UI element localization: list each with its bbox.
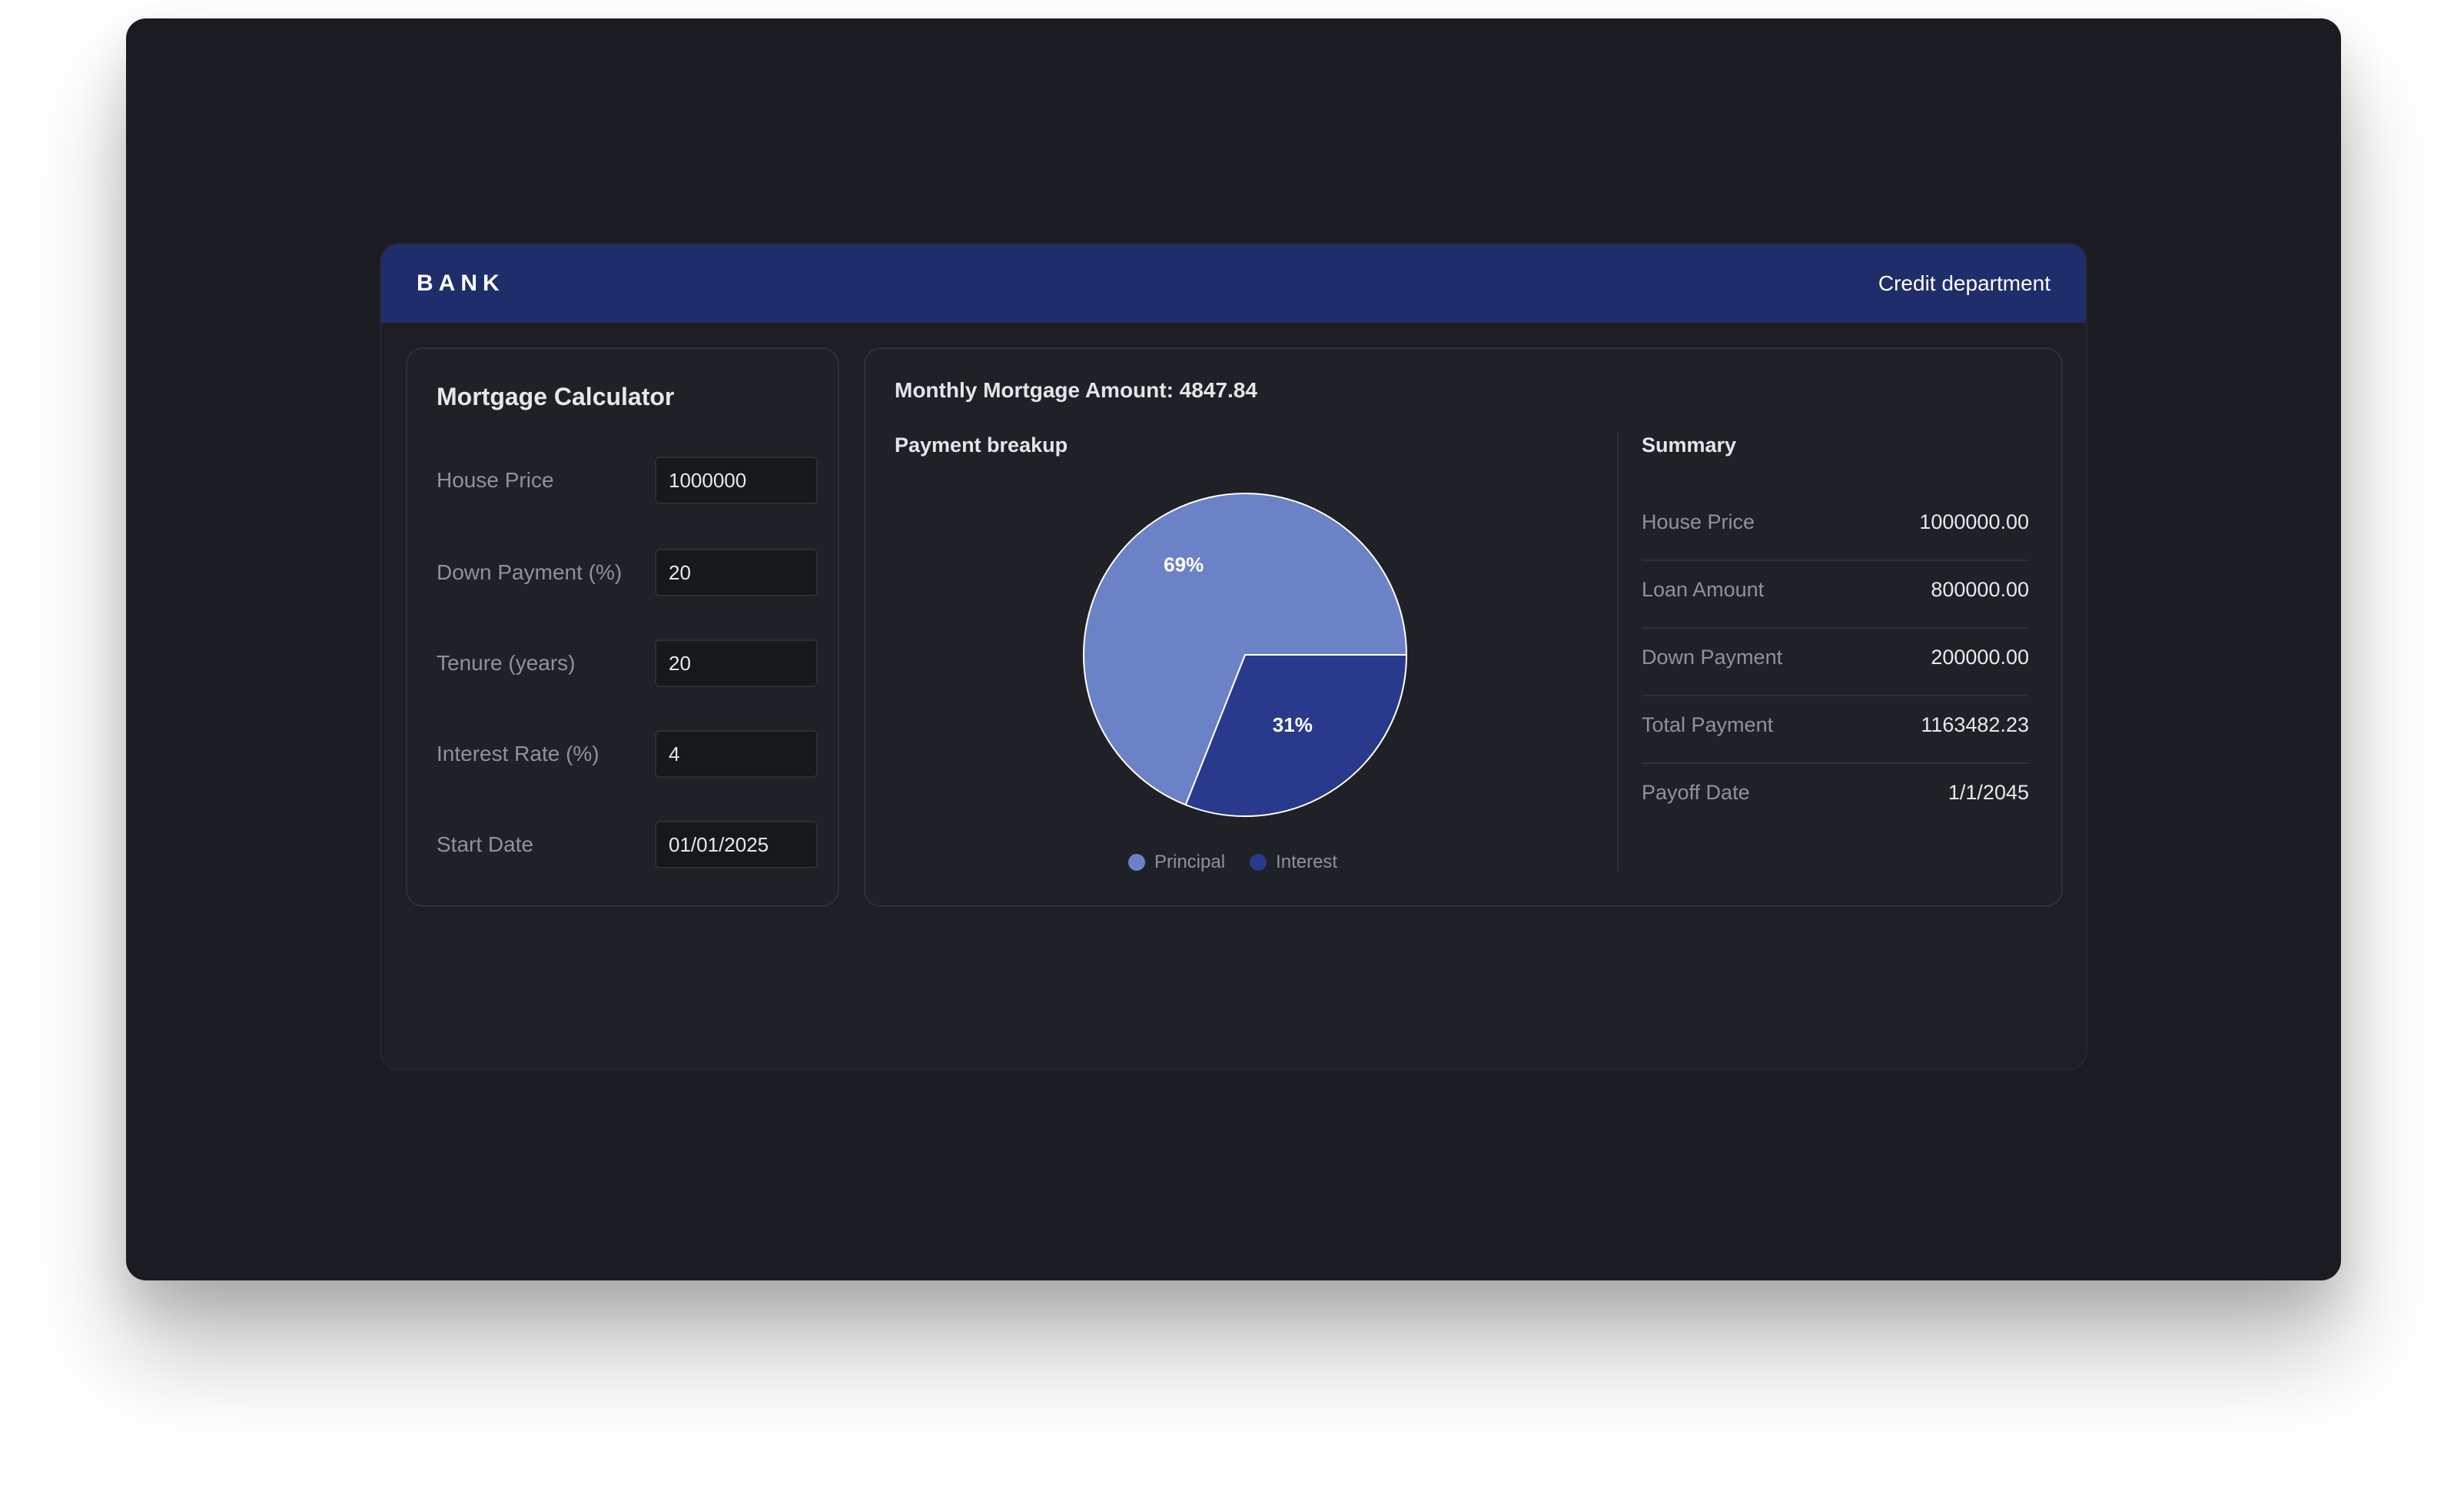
house-price-input[interactable] <box>655 457 818 504</box>
summary-value: 800000.00 <box>1931 578 2029 601</box>
app-window: BANK Credit department Mortgage Calculat… <box>126 18 2341 1280</box>
interest-color-swatch <box>1250 854 1267 871</box>
down-payment-input[interactable] <box>655 549 818 596</box>
start-date-label: Start Date <box>437 832 534 856</box>
top-header: BANK Credit department <box>381 244 2086 323</box>
summary-label: Payoff Date <box>1642 781 1750 804</box>
summary-value: 1163482.23 <box>1921 713 2029 736</box>
payment-breakup-pie-chart: 31% 69% <box>1083 493 1408 817</box>
summary-label: House Price <box>1642 510 1755 533</box>
house-price-label: House Price <box>437 468 554 492</box>
summary-label: Loan Amount <box>1642 578 1765 601</box>
start-date-input[interactable] <box>655 821 818 868</box>
pie-slice-principal[interactable] <box>1083 493 1408 806</box>
summary-row-down-payment: Down Payment 200000.00 <box>1642 629 2029 696</box>
summary-value: 1/1/2045 <box>1948 781 2029 804</box>
down-payment-label: Down Payment (%) <box>437 560 623 584</box>
payment-breakup-title: Payment breakup <box>895 433 1068 457</box>
bank-logo: BANK <box>417 271 505 296</box>
summary-value: 1000000.00 <box>1919 510 2029 533</box>
summary-row-payoff-date: Payoff Date 1/1/2045 <box>1642 764 2029 832</box>
legend-label-principal: Principal <box>1154 852 1226 872</box>
legend-item-interest[interactable]: Interest <box>1250 852 1337 873</box>
summary-title: Summary <box>1642 433 1737 457</box>
calculator-card: Mortgage Calculator House Price Down Pay… <box>406 347 839 907</box>
vertical-divider <box>1617 432 1619 872</box>
interest-rate-input[interactable] <box>655 730 818 778</box>
results-card: Monthly Mortgage Amount: 4847.84 Payment… <box>864 347 2063 907</box>
tenure-label: Tenure (years) <box>437 651 576 675</box>
legend-item-principal[interactable]: Principal <box>1128 852 1225 873</box>
pie-label-interest: 31% <box>1273 713 1313 736</box>
summary-value: 200000.00 <box>1931 646 2029 669</box>
summary-row-total-payment: Total Payment 1163482.23 <box>1642 696 2029 764</box>
pie-label-principal: 69% <box>1164 553 1204 576</box>
chart-legend: Principal Interest <box>1128 852 1337 873</box>
summary-row-house-price: House Price 1000000.00 <box>1642 493 2029 561</box>
pie-slice-interest[interactable] <box>1184 654 1408 817</box>
summary-label: Down Payment <box>1642 646 1783 669</box>
calculator-title: Mortgage Calculator <box>437 383 675 410</box>
principal-color-swatch <box>1128 854 1145 871</box>
legend-label-interest: Interest <box>1276 852 1338 872</box>
monthly-mortgage-amount: Monthly Mortgage Amount: 4847.84 <box>895 378 1257 402</box>
tenure-input[interactable] <box>655 639 818 687</box>
interest-rate-label: Interest Rate (%) <box>437 742 599 765</box>
summary-label: Total Payment <box>1642 713 1774 736</box>
mortgage-app: BANK Credit department Mortgage Calculat… <box>380 243 2087 1070</box>
department-label: Credit department <box>1878 271 2051 295</box>
summary-row-loan-amount: Loan Amount 800000.00 <box>1642 561 2029 629</box>
